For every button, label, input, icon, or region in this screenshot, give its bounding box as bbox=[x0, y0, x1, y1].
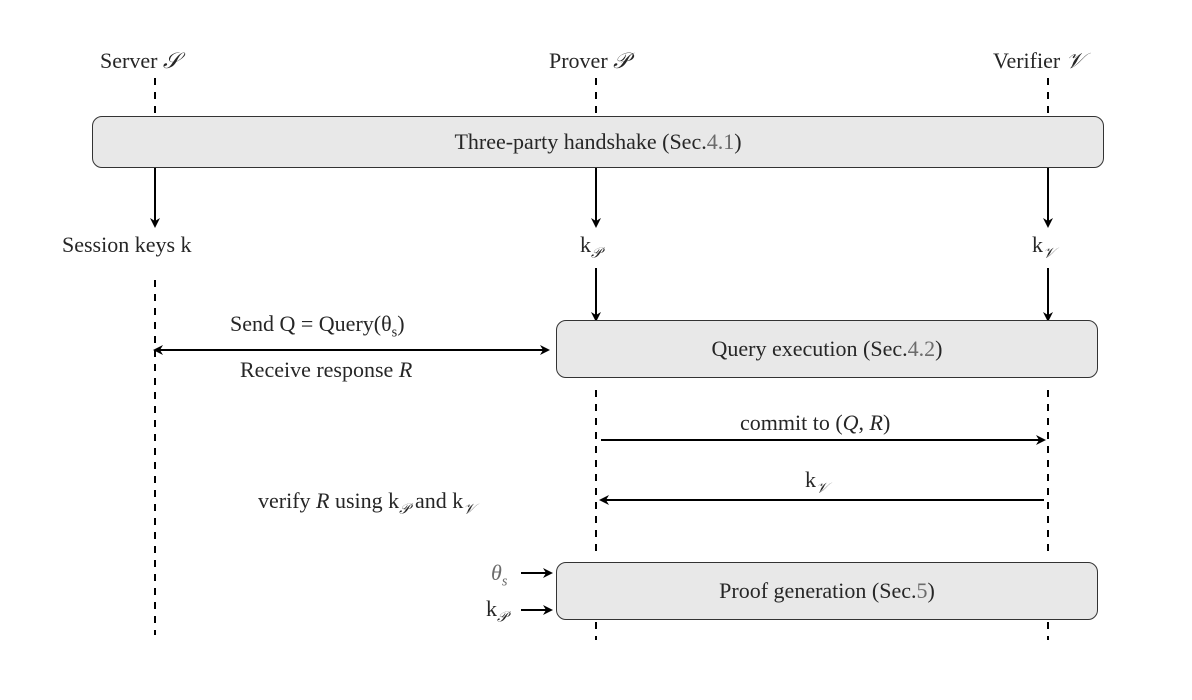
box-proof-gen: Proof generation (Sec. 5) bbox=[556, 562, 1098, 620]
label-kV: k𝒱 bbox=[1032, 232, 1055, 262]
box-query-exec: Query execution (Sec. 4.2) bbox=[556, 320, 1098, 378]
role-verifier: Verifier 𝒱 bbox=[993, 48, 1084, 74]
label-kP: k𝒫 bbox=[580, 232, 601, 262]
diagram-canvas: Server 𝒮 Prover 𝒫 Verifier 𝒱 Three-party… bbox=[0, 0, 1192, 700]
label-recv-r: Receive response R bbox=[240, 357, 412, 383]
label-verify: verify R using k𝒫 and k𝒱 bbox=[258, 488, 475, 518]
label-session-keys: Session keys k bbox=[62, 232, 192, 258]
label-commit: commit to (Q, R) bbox=[740, 410, 890, 436]
label-kV-back: k𝒱 bbox=[805, 467, 828, 497]
box-handshake: Three-party handshake (Sec. 4.1) bbox=[92, 116, 1104, 168]
label-send-q: Send Q = Query(θs) bbox=[230, 311, 405, 341]
label-theta-in: θs bbox=[491, 560, 507, 590]
role-server: Server 𝒮 bbox=[100, 48, 180, 74]
label-kP-in: k𝒫 bbox=[486, 596, 507, 626]
arrows bbox=[155, 165, 1048, 610]
role-prover: Prover 𝒫 bbox=[549, 48, 629, 74]
